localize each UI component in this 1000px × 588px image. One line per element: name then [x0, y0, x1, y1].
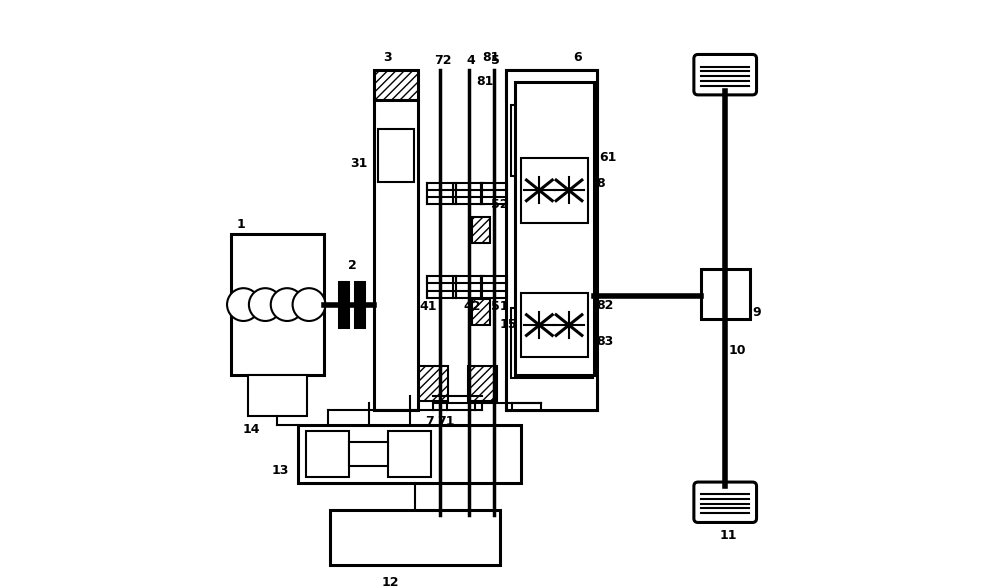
Bar — [330, 510, 500, 565]
FancyBboxPatch shape — [694, 55, 757, 95]
Text: 11: 11 — [719, 529, 737, 542]
Bar — [231, 234, 324, 375]
Bar — [419, 366, 448, 401]
Bar — [339, 282, 348, 327]
Bar — [511, 105, 593, 176]
Bar — [701, 269, 750, 319]
Circle shape — [227, 288, 260, 321]
Bar — [388, 430, 431, 477]
Text: 81: 81 — [482, 51, 500, 65]
Bar — [456, 276, 484, 283]
Text: 12: 12 — [381, 576, 399, 588]
Bar — [481, 197, 510, 204]
Text: 10: 10 — [728, 345, 746, 358]
Bar — [468, 366, 497, 401]
Text: 51: 51 — [491, 300, 509, 313]
Text: 8: 8 — [597, 178, 605, 191]
FancyBboxPatch shape — [694, 482, 757, 523]
Text: 6: 6 — [573, 51, 582, 65]
Text: 52: 52 — [491, 198, 509, 211]
Bar — [349, 442, 388, 466]
Bar — [427, 197, 456, 204]
Bar — [306, 430, 349, 477]
Bar — [427, 276, 456, 283]
Bar — [481, 183, 510, 190]
Bar — [506, 380, 597, 410]
Text: 9: 9 — [752, 306, 761, 319]
Bar — [355, 282, 364, 327]
Text: 81: 81 — [477, 75, 494, 88]
Circle shape — [271, 288, 304, 321]
Bar — [472, 217, 490, 243]
Text: 31: 31 — [351, 157, 368, 170]
Bar — [515, 82, 594, 375]
Circle shape — [249, 288, 282, 321]
Bar — [521, 158, 588, 223]
Text: 1: 1 — [236, 218, 245, 231]
Bar — [481, 290, 510, 298]
Bar — [506, 71, 597, 410]
Text: 13: 13 — [272, 465, 289, 477]
Text: 14: 14 — [242, 423, 260, 436]
Bar — [456, 290, 484, 298]
Bar — [248, 375, 307, 416]
Text: 4: 4 — [466, 54, 475, 68]
Bar — [511, 308, 593, 378]
Bar — [506, 71, 597, 99]
Bar — [427, 290, 456, 298]
Bar — [481, 276, 510, 283]
Text: 61: 61 — [600, 151, 617, 164]
Text: 72: 72 — [434, 54, 452, 68]
Text: 3: 3 — [383, 51, 391, 65]
Bar — [427, 183, 456, 190]
Text: 5: 5 — [491, 54, 500, 68]
Bar — [472, 299, 490, 325]
Text: 82: 82 — [597, 299, 614, 312]
Text: 71: 71 — [437, 415, 454, 427]
Text: 15: 15 — [500, 318, 518, 331]
Text: 41: 41 — [420, 300, 437, 313]
Bar — [456, 197, 484, 204]
Bar — [374, 99, 418, 410]
Bar — [374, 71, 418, 99]
Text: 7: 7 — [425, 415, 434, 427]
Bar — [298, 425, 521, 483]
Circle shape — [293, 288, 325, 321]
Text: 2: 2 — [348, 259, 356, 272]
Text: 83: 83 — [597, 335, 614, 348]
Bar — [378, 129, 414, 182]
Bar — [456, 183, 484, 190]
Text: 42: 42 — [463, 300, 481, 313]
Bar — [521, 293, 588, 358]
